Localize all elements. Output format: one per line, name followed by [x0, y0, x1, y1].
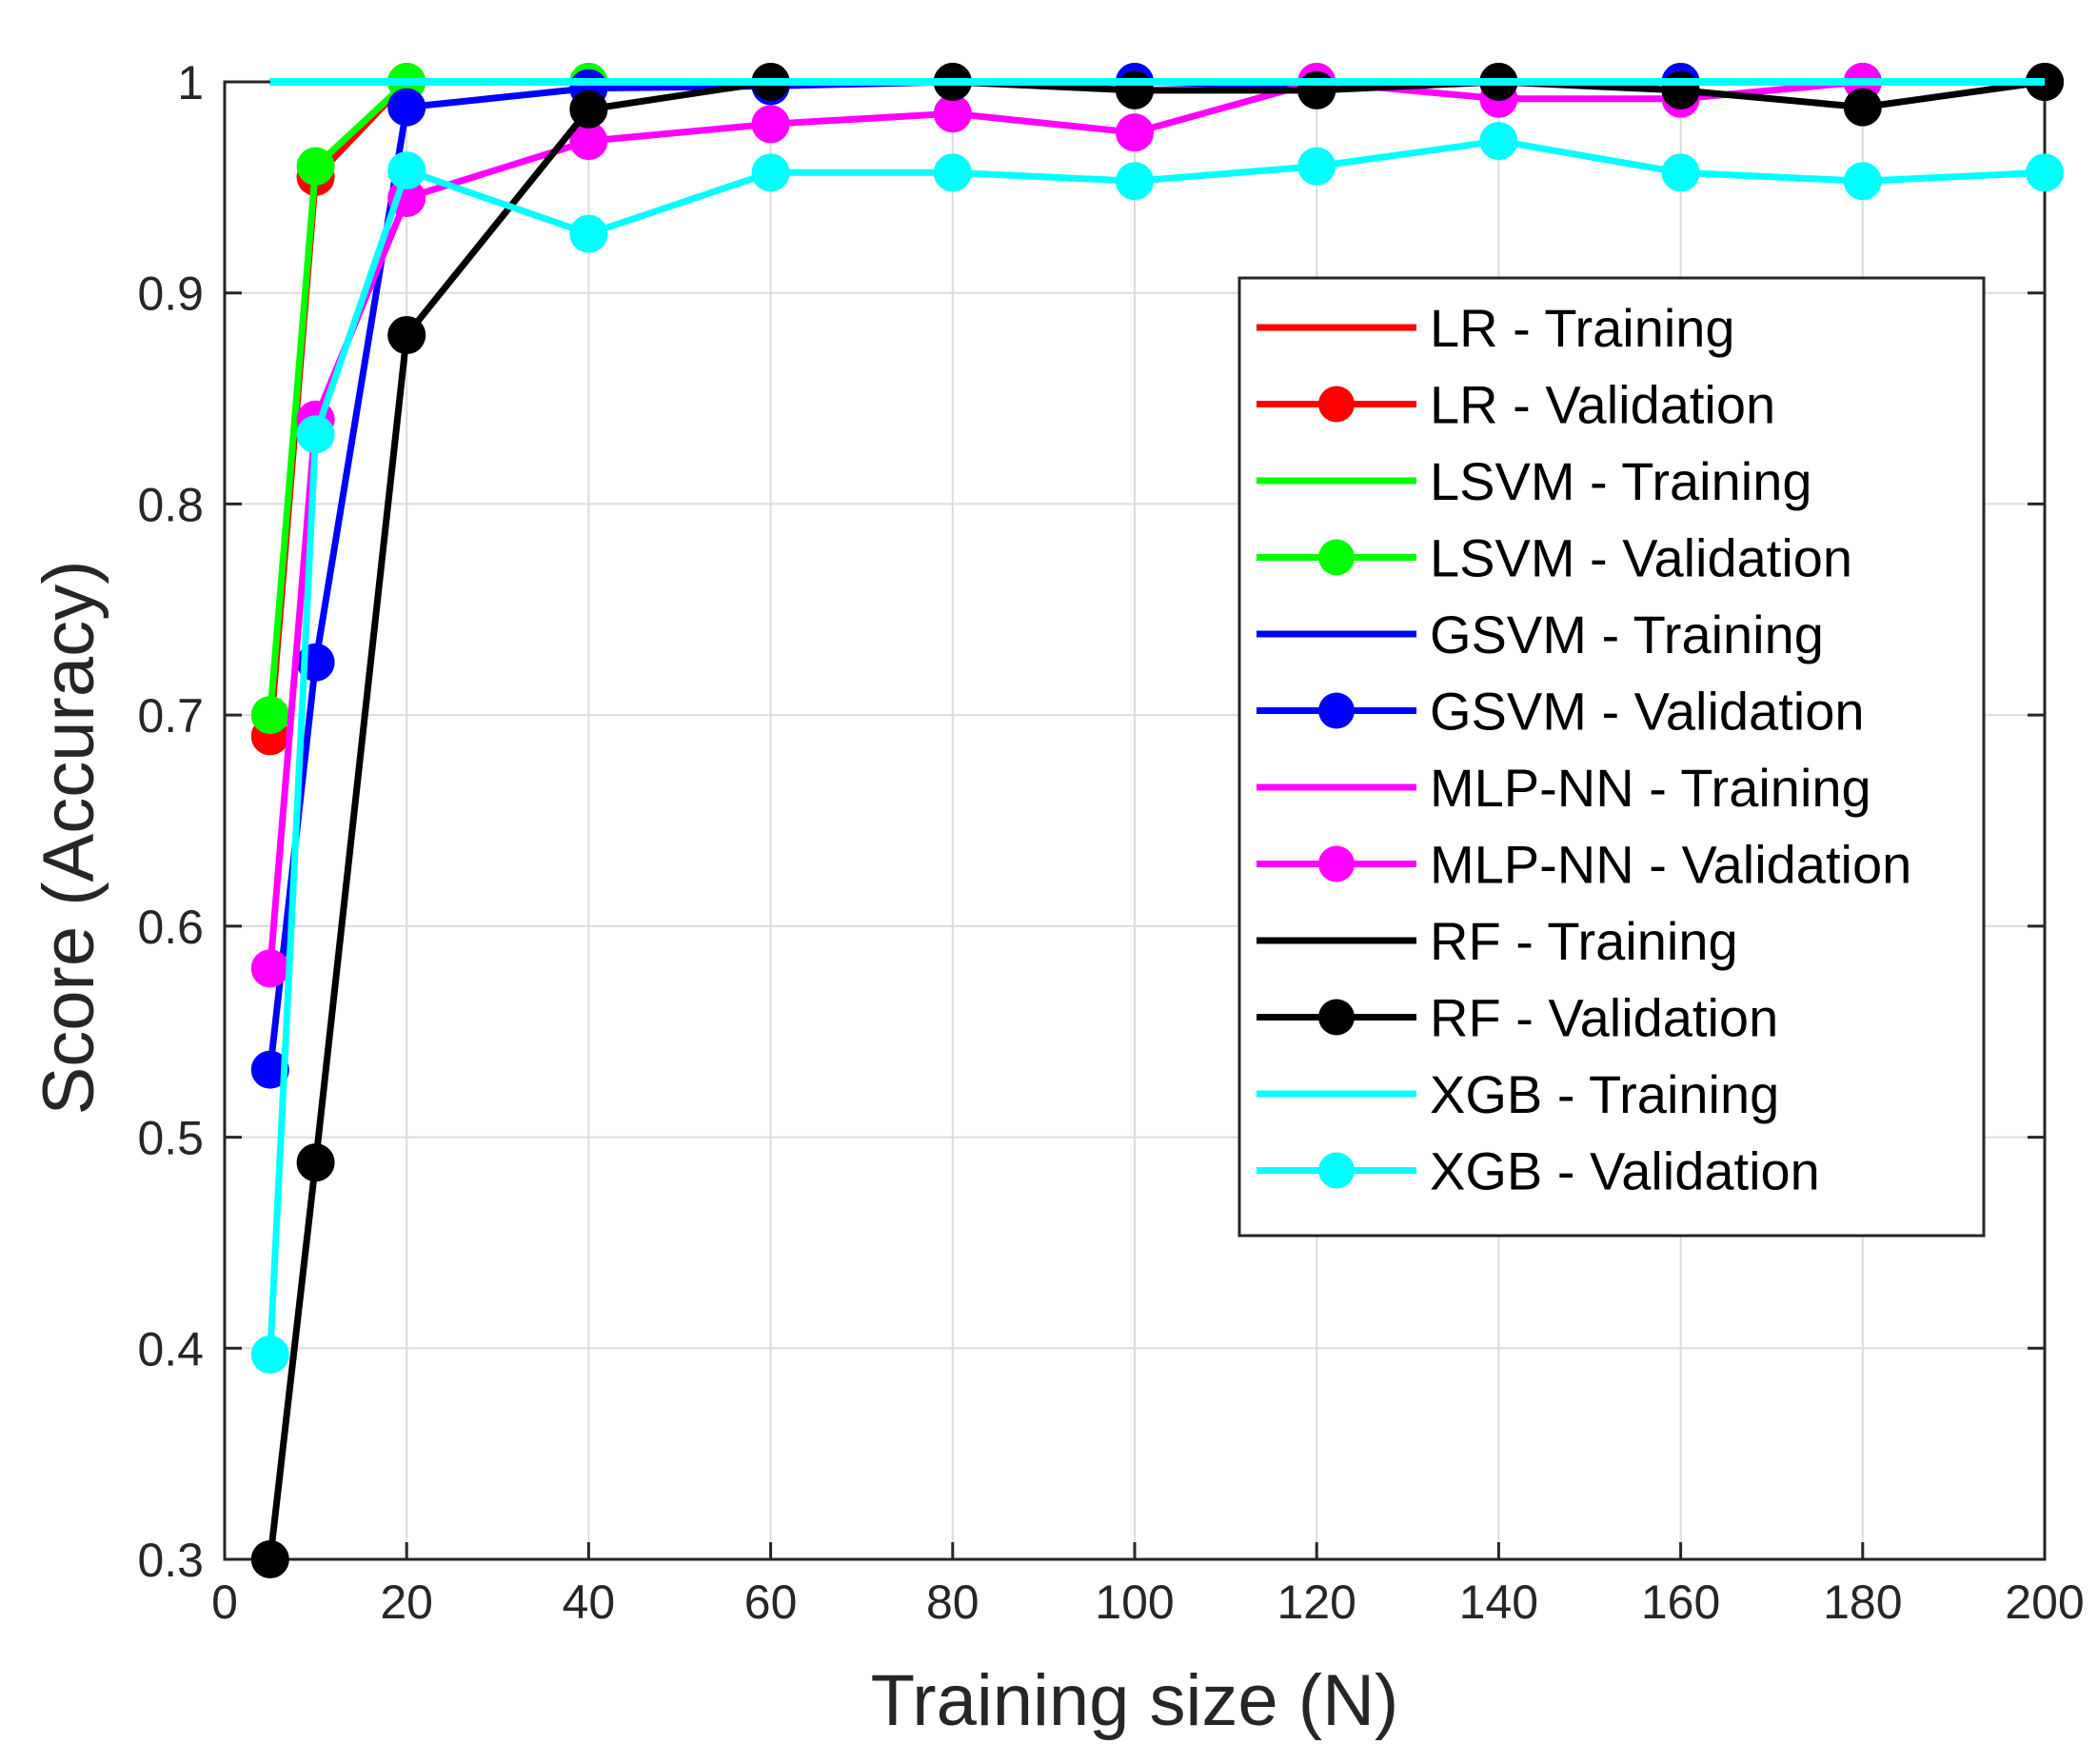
legend-label-rf-validation: RF - Validation: [1430, 988, 1778, 1048]
data-point-xgb-validation: [2026, 153, 2064, 192]
data-point-xgb-validation: [1479, 122, 1518, 161]
series-line-xgb-validation: [267, 137, 2046, 1356]
data-point-gsvm-validation: [387, 88, 426, 127]
legend-marker-gsvm-validation: [1318, 692, 1355, 729]
x-tick-label: 40: [563, 1576, 616, 1629]
data-point-rf-validation: [296, 1143, 335, 1182]
data-point-xgb-validation: [751, 153, 790, 192]
x-tick-label: 200: [2005, 1576, 2084, 1629]
y-tick-label: 0.9: [137, 268, 204, 321]
legend-label-mlp-nn-training: MLP-NN - Training: [1430, 758, 1871, 818]
x-tick-label: 160: [1641, 1576, 1720, 1629]
legend-marker-lsvm-validation: [1318, 539, 1355, 576]
series-layer: [250, 63, 2064, 1578]
legend-layer: LR - Training LR - Validation LSVM - Train…: [1237, 276, 1986, 1238]
data-point-rf-validation: [1843, 88, 1882, 127]
legend-label-gsvm-validation: GSVM - Validation: [1430, 682, 1864, 742]
x-tick-label: 180: [1823, 1576, 1902, 1629]
data-point-xgb-validation: [569, 214, 608, 253]
y-tick-label: 0.3: [137, 1534, 204, 1587]
data-point-lsvm-validation: [296, 147, 335, 186]
x-axis-label: Training size (N): [871, 1660, 1399, 1741]
legend-label-lr-validation: LR - Validation: [1430, 375, 1775, 435]
x-tick-label: 120: [1277, 1576, 1356, 1629]
series-rf-validation: [250, 63, 2064, 1578]
x-tick-label: 20: [380, 1576, 433, 1629]
data-point-rf-validation: [1297, 70, 1336, 109]
legend-label-mlp-nn-validation: MLP-NN - Validation: [1430, 835, 1911, 895]
y-tick-label: 0.5: [137, 1112, 204, 1165]
data-point-rf-validation: [569, 89, 608, 129]
data-point-gsvm-validation: [250, 1050, 289, 1089]
legend-marker-mlp-nn-validation: [1318, 845, 1355, 882]
legend-label-lsvm-validation: LSVM - Validation: [1430, 528, 1852, 588]
data-point-rf-validation: [387, 316, 426, 355]
legend-label-xgb-training: XGB - Training: [1430, 1064, 1779, 1124]
x-tick-label: 140: [1459, 1576, 1538, 1629]
legend-label-rf-training: RF - Training: [1430, 911, 1738, 971]
data-point-xgb-validation: [387, 151, 426, 190]
legend-label-gsvm-training: GSVM - Training: [1430, 605, 1824, 664]
data-point-rf-validation: [1116, 70, 1154, 109]
x-tick-label: 60: [744, 1576, 798, 1629]
y-tick-label: 0.7: [137, 689, 204, 743]
data-point-mlp-nn-validation: [1116, 113, 1154, 152]
y-tick-label: 0.8: [137, 478, 204, 531]
legend-label-lsvm-training: LSVM - Training: [1430, 451, 1812, 511]
data-point-xgb-validation: [1661, 153, 1700, 192]
data-point-xgb-validation: [1843, 162, 1882, 201]
data-point-xgb-validation: [1297, 147, 1336, 186]
data-point-lsvm-validation: [250, 696, 289, 735]
y-axis-label: Score (Accuracy): [29, 561, 109, 1116]
data-point-rf-validation: [1661, 70, 1700, 109]
series-xgb-validation: [250, 122, 2064, 1374]
legend-marker-xgb-validation: [1318, 1152, 1355, 1189]
y-tick-label: 0.4: [137, 1322, 204, 1376]
data-point-xgb-validation: [250, 1335, 289, 1374]
series-line-rf-validation: [267, 78, 2046, 1560]
y-tick-label: 0.6: [137, 901, 204, 954]
legend-label-lr-training: LR - Training: [1430, 298, 1735, 358]
data-point-mlp-nn-validation: [751, 105, 790, 144]
x-tick-label: 0: [211, 1576, 238, 1629]
data-point-xgb-validation: [296, 415, 335, 454]
y-tick-label: 1: [177, 56, 204, 109]
data-point-mlp-nn-validation: [250, 949, 289, 988]
legend-marker-lr-validation: [1318, 386, 1355, 423]
x-tick-label: 100: [1095, 1576, 1174, 1629]
tick-layer: 0 20 40 60 80 100 120 140 160 180 200 0.3 0.4 0.5 0.6 0…: [137, 56, 2084, 1629]
data-point-xgb-validation: [933, 153, 972, 192]
data-point-rf-validation: [250, 1540, 289, 1578]
data-point-xgb-validation: [1116, 162, 1154, 201]
x-tick-label: 80: [926, 1576, 980, 1629]
legend-box: [1237, 276, 1986, 1238]
legend-label-xgb-validation: XGB - Validation: [1430, 1141, 1820, 1201]
legend-marker-rf-validation: [1318, 999, 1355, 1036]
